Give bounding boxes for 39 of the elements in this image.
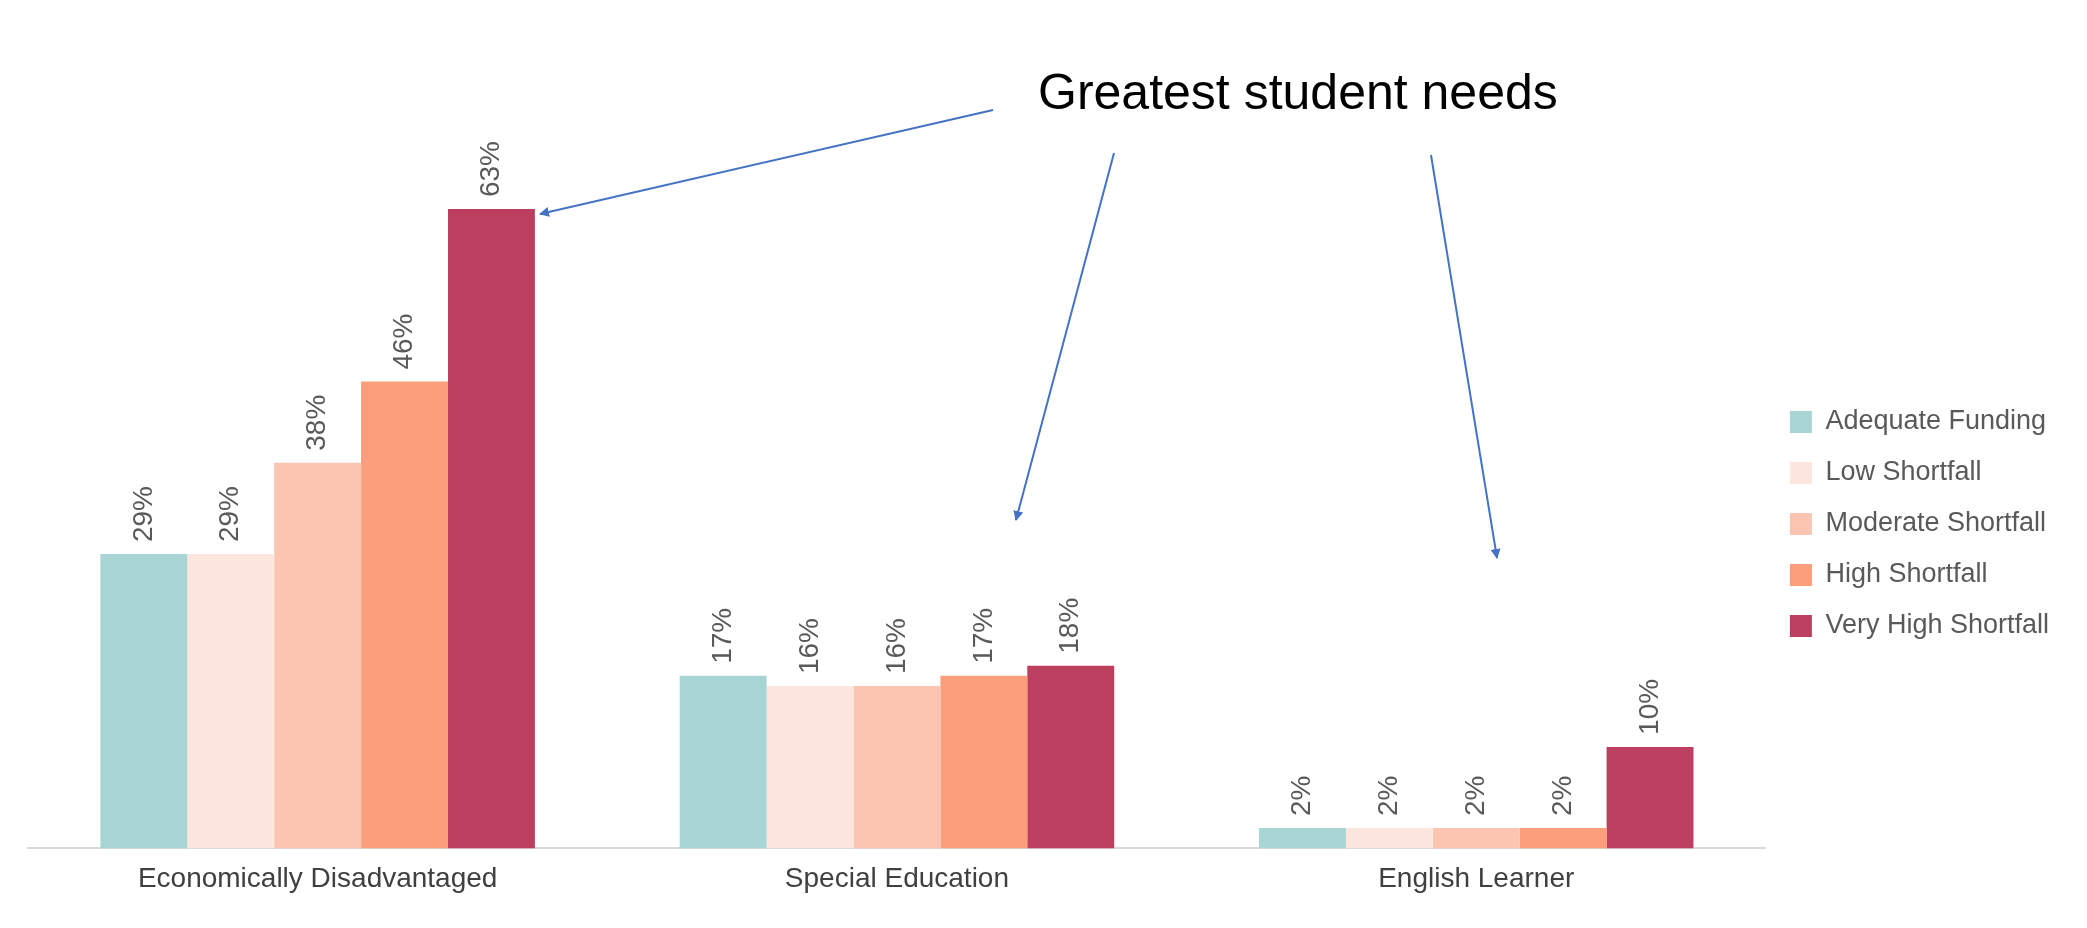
bar: [1027, 665, 1115, 849]
bar: [853, 686, 941, 849]
data-label: 16%: [879, 617, 911, 675]
data-label: 18%: [1053, 597, 1085, 654]
data-label: 16%: [792, 617, 824, 675]
data-label: 17%: [966, 607, 998, 664]
bar: [1432, 828, 1520, 849]
data-label: 46%: [387, 313, 419, 370]
bar: [100, 554, 188, 849]
x-tick-label: English Learner: [1378, 861, 1575, 893]
data-label: 2%: [1285, 775, 1317, 817]
legend-label: Moderate Shortfall: [1825, 507, 2047, 538]
x-tick-label: Economically Disadvantaged: [137, 861, 498, 893]
legend-label: Low Shortfall: [1825, 456, 1982, 487]
data-label: 38%: [300, 394, 332, 451]
data-label: 10%: [1632, 678, 1664, 735]
bar: [1606, 746, 1694, 849]
data-label: 2%: [1545, 775, 1577, 817]
text: Greatest student needs: [1038, 63, 1558, 121]
data-label: 63%: [474, 140, 506, 198]
data-label: 2%: [1372, 775, 1404, 817]
bar: [1519, 828, 1607, 849]
bar: [447, 209, 535, 849]
bar: [679, 675, 767, 849]
data-label: 29%: [213, 486, 245, 543]
x-tick-label: Special Education: [784, 861, 1010, 893]
legend-label: Adequate Funding: [1825, 405, 2047, 436]
bar: [187, 554, 275, 849]
data-label: 2%: [1458, 775, 1490, 817]
bar: [940, 675, 1028, 849]
bar: [274, 462, 362, 849]
legend-label: High Shortfall: [1825, 558, 1988, 589]
bar: [1259, 828, 1346, 849]
data-label: 17%: [705, 607, 737, 664]
data-label: 29%: [126, 486, 158, 543]
bar: [1345, 828, 1433, 849]
bar: [361, 381, 448, 849]
legend-label: Very High Shortfall: [1825, 609, 2049, 640]
bar: [766, 686, 854, 849]
